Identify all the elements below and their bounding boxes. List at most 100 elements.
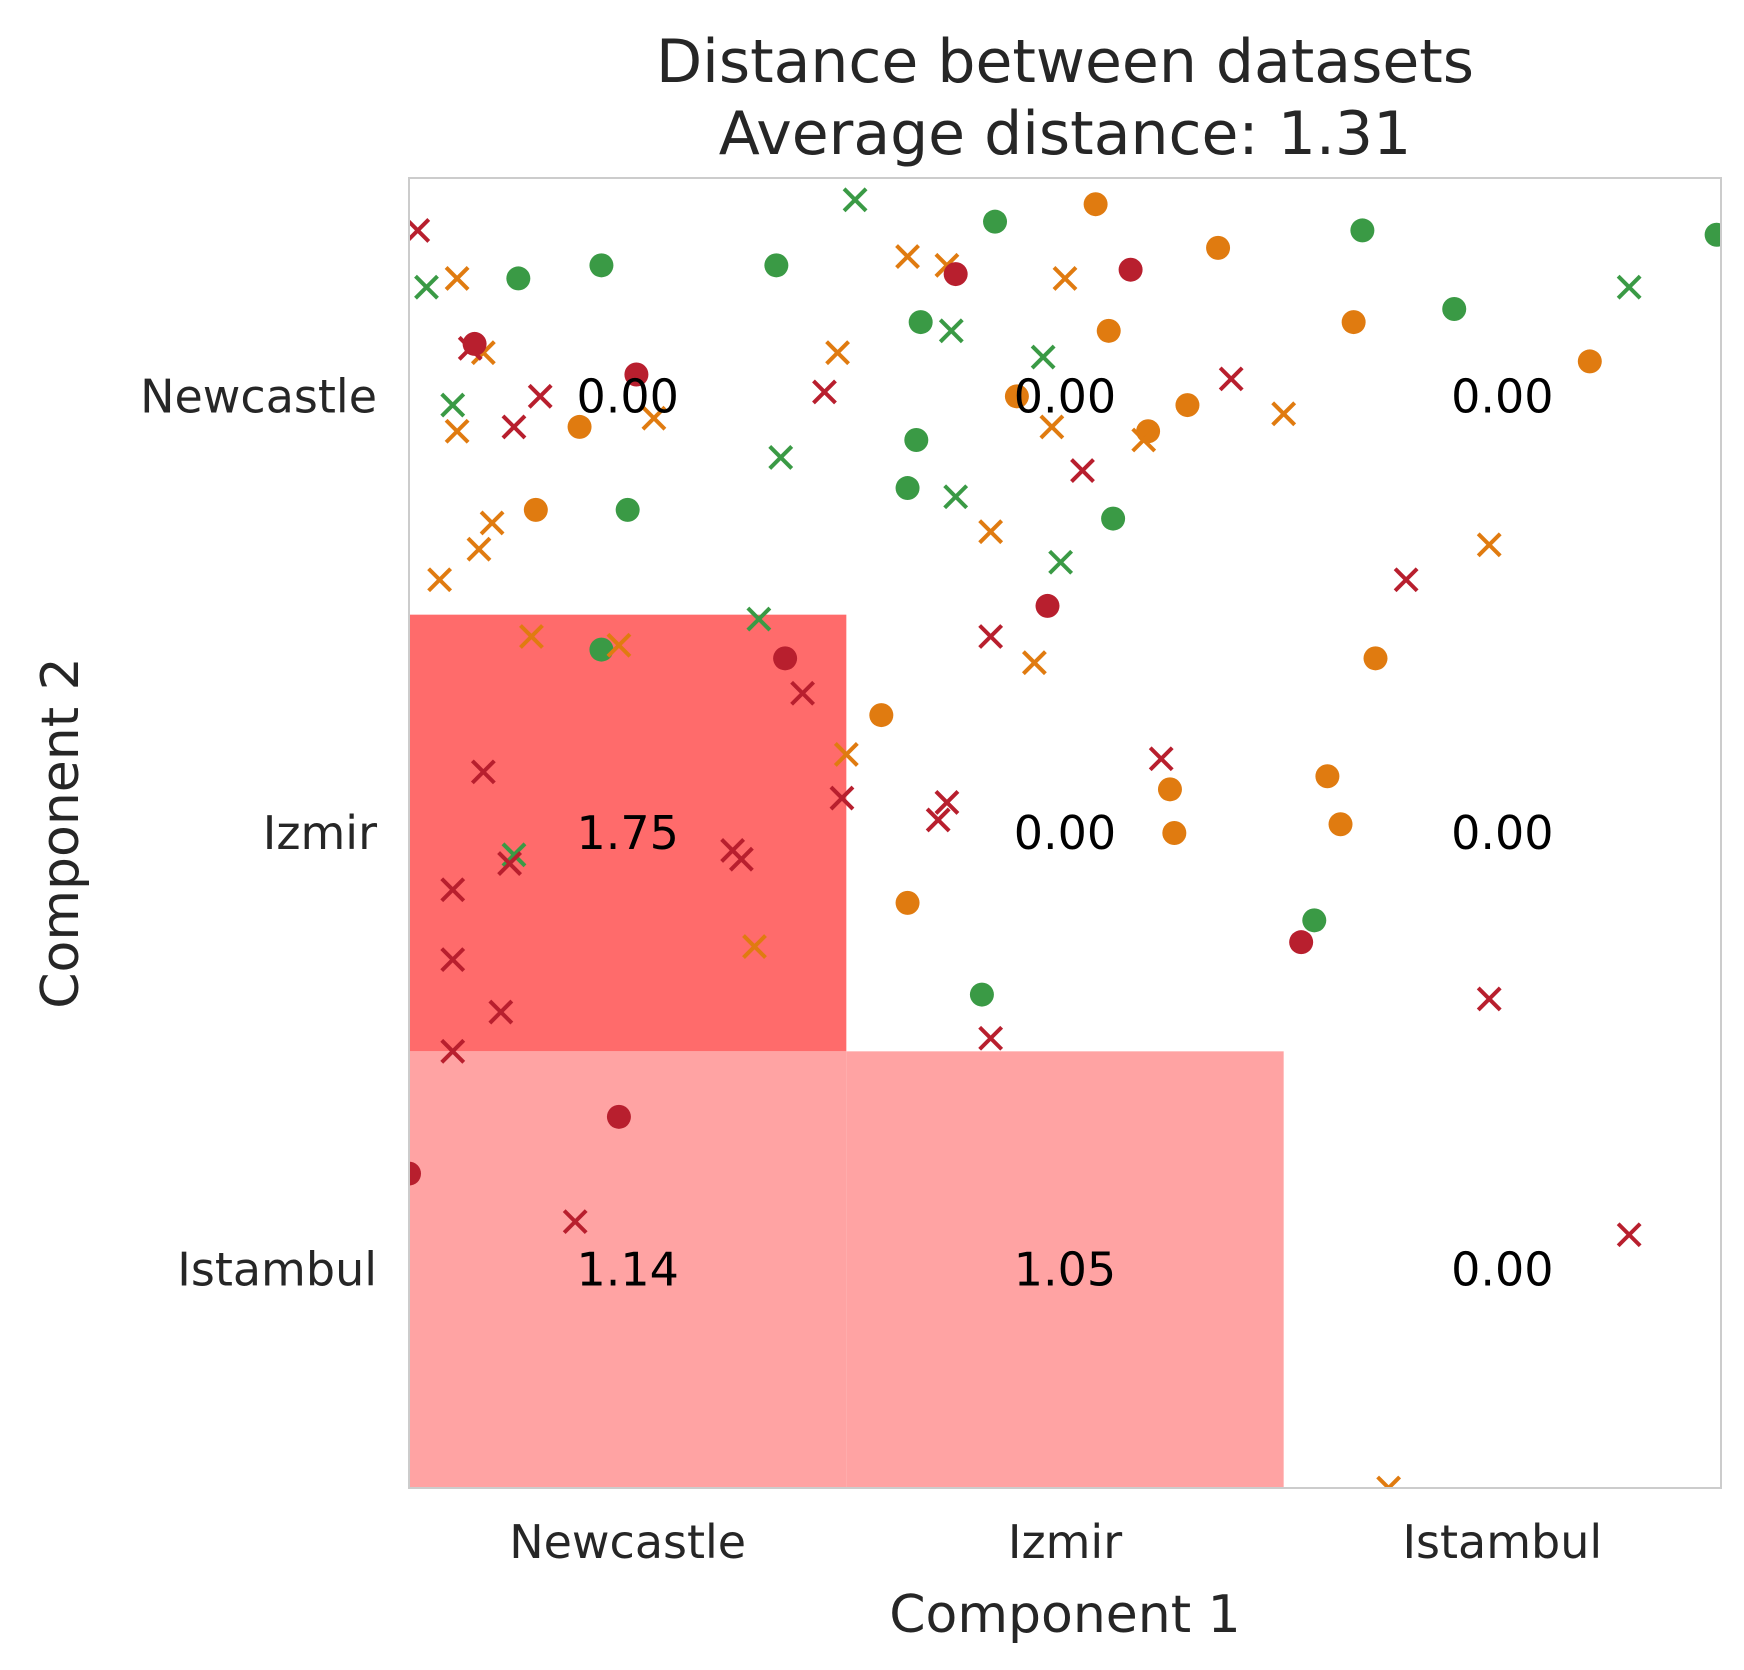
scatter-point-orange-x-11 [479, 510, 505, 536]
scatter-point-green-x-0 [842, 187, 868, 213]
scatter-point-red-x-14 [925, 807, 951, 833]
chart-title: Distance between datasets [656, 27, 1474, 97]
scatter-point-red-x-11 [1148, 746, 1174, 772]
scatter-point-green-x-10 [1616, 274, 1642, 300]
x-tick-label-1: Izmir [1008, 1515, 1122, 1569]
scatter-point-orange-circle-3 [1096, 318, 1121, 343]
cell-value-0-0: 0.00 [576, 369, 678, 423]
y-tick-label-0: Newcastle [140, 369, 377, 423]
scatter-point-red-x-18 [440, 877, 466, 903]
scatter-point-green-circle-12 [589, 637, 614, 662]
scatter-point-orange-circle-10 [1363, 646, 1388, 671]
scatter-point-orange-x-17 [1021, 650, 1047, 676]
scatter-point-red-circle-2 [943, 262, 968, 287]
cell-value-0-2: 0.00 [1451, 369, 1553, 423]
heatmap-cell-2-1 [846, 1051, 1284, 1488]
scatter-point-red-x-20 [488, 999, 514, 1025]
scatter-point-green-x-1 [414, 274, 439, 300]
scatter-point-green-circle-1 [589, 253, 614, 278]
scatter-points [409, 187, 1721, 1488]
cell-value-1-2: 0.00 [1451, 806, 1553, 860]
scatter-point-green-x-7 [1048, 549, 1074, 575]
scatter-point-orange-circle-4 [1175, 393, 1200, 418]
scatter-point-orange-circle-1 [1206, 235, 1231, 260]
scatter-point-red-x-5 [1218, 366, 1244, 392]
x-tick-label-2: Istambul [1402, 1515, 1602, 1569]
scatter-point-red-x-23 [1476, 986, 1502, 1012]
scatter-point-red-circle-4 [1035, 593, 1060, 618]
scatter-point-green-circle-8 [1350, 218, 1375, 243]
heatmap-cell-1-0 [409, 614, 847, 1052]
scatter-point-green-circle-2 [764, 253, 789, 278]
scatter-point-green-circle-5 [904, 428, 929, 452]
scatter-point-red-x-19 [440, 947, 466, 973]
cell-value-2-0: 1.14 [576, 1243, 678, 1297]
scatter-point-green-circle-4 [983, 209, 1008, 234]
scatter-point-orange-x-0 [444, 266, 470, 291]
scatter-point-green-circle-3 [908, 310, 933, 335]
x-tick-label-0: Newcastle [509, 1515, 746, 1569]
scatter-point-red-x-25 [1616, 1222, 1642, 1248]
cell-value-1-0: 1.75 [576, 806, 678, 860]
cell-value-1-1: 0.00 [1014, 806, 1116, 860]
scatter-point-orange-circle-13 [1162, 821, 1187, 845]
scatter-point-orange-x-14 [978, 519, 1004, 545]
scatter-point-red-x-7 [1393, 567, 1419, 593]
y-tick-label-1: Izmir [263, 806, 377, 860]
scatter-point-red-circle-5 [773, 646, 798, 671]
scatter-point-red-x-16 [497, 851, 523, 876]
heatmap-cells [409, 614, 1284, 1488]
plot-frame [408, 177, 1722, 1489]
scatter-point-orange-x-4 [1052, 266, 1078, 291]
scatter-point-orange-x-6 [444, 418, 470, 444]
scatter-point-orange-x-10 [1271, 401, 1297, 427]
scatter-point-orange-x-18 [1476, 532, 1502, 558]
scatter-point-green-x-4 [440, 392, 466, 418]
scatter-point-orange-circle-15 [1328, 812, 1353, 837]
scatter-point-orange-circle-7 [1577, 349, 1602, 374]
scatter-point-red-circle-8 [409, 1161, 421, 1186]
scatter-point-orange-x-19 [833, 741, 859, 767]
scatter-point-orange-x-5 [825, 340, 851, 366]
scatter-point-red-x-1 [457, 335, 483, 361]
scatter-point-red-x-22 [978, 1025, 1004, 1051]
cell-value-labels: 0.00 0.00 0.00 1.75 0.00 0.00 1.14 1.05 0.00 [576, 369, 1553, 1296]
scatter-point-red-circle-6 [1289, 930, 1314, 955]
scatter-point-orange-x-13 [427, 567, 453, 593]
scatter-point-orange-circle-5 [1136, 419, 1161, 444]
scatter-point-red-x-12 [829, 785, 855, 811]
scatter-point-orange-circle-14 [1315, 764, 1340, 789]
scatter-point-orange-circle-0 [1083, 192, 1108, 217]
y-axis-label: Component 2 [31, 657, 91, 1009]
scatter-point-green-circle-10 [1704, 222, 1721, 247]
scatter-point-orange-circle-12 [1157, 777, 1182, 802]
scatter-point-green-circle-9 [1442, 297, 1467, 321]
scatter-point-orange-x-15 [519, 624, 544, 649]
scatter-point-red-circle-1 [624, 362, 649, 387]
scatter-point-orange-circle-9 [523, 497, 548, 522]
scatter-point-red-x-6 [1070, 458, 1095, 483]
scatter-point-red-circle-3 [1118, 257, 1143, 282]
scatter-point-red-x-9 [790, 680, 816, 706]
scatter-point-green-circle-7 [1101, 506, 1126, 531]
cell-value-2-1: 1.05 [1014, 1243, 1116, 1297]
scatter-point-orange-circle-11 [869, 703, 894, 728]
scatter-point-red-circle-7 [606, 1104, 631, 1129]
scatter-point-red-x-8 [978, 624, 1004, 649]
scatter-point-green-x-2 [938, 318, 964, 344]
scatter-point-orange-x-12 [466, 536, 492, 562]
scatter-point-orange-circle-6 [1341, 310, 1366, 335]
scatter-point-red-x-0 [409, 217, 431, 243]
chart-subtitle: Average distance: 1.31 [719, 99, 1412, 169]
scatter-point-orange-x-7 [641, 405, 667, 431]
scatter-point-green-circle-14 [1302, 908, 1327, 933]
scatter-point-green-circle-6 [895, 476, 920, 501]
scatter-point-red-x-3 [501, 414, 527, 440]
scatter-point-green-circle-13 [969, 982, 994, 1007]
scatter-point-green-x-5 [768, 445, 794, 470]
scatter-point-orange-x-2 [895, 244, 920, 270]
x-tick-labels: Newcastle Izmir Istambul [509, 1515, 1602, 1569]
scatter-point-green-x-8 [746, 606, 772, 632]
scatter-point-red-x-2 [527, 383, 553, 409]
